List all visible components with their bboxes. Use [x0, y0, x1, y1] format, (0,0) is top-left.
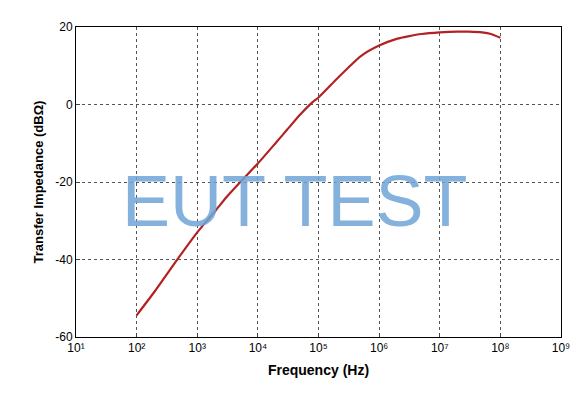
svg-text:0: 0: [66, 98, 73, 112]
svg-text:10⁵: 10⁵: [309, 341, 327, 355]
svg-text:10⁷: 10⁷: [431, 341, 449, 355]
svg-text:10⁶: 10⁶: [370, 341, 388, 355]
svg-text:10⁹: 10⁹: [552, 341, 571, 355]
svg-text:EUT TEST: EUT TEST: [122, 161, 467, 241]
svg-text:10³: 10³: [189, 341, 206, 355]
svg-text:10²: 10²: [128, 341, 145, 355]
svg-text:Transfer Impedance (dBΩ): Transfer Impedance (dBΩ): [31, 101, 46, 264]
svg-text:-40: -40: [55, 253, 73, 267]
svg-text:10⁴: 10⁴: [249, 341, 268, 355]
svg-text:10¹: 10¹: [67, 341, 84, 355]
svg-text:10⁸: 10⁸: [491, 341, 509, 355]
svg-text:-60: -60: [55, 330, 73, 344]
svg-text:Frequency (Hz): Frequency (Hz): [268, 362, 369, 378]
svg-text:-20: -20: [55, 175, 73, 189]
svg-text:20: 20: [59, 20, 73, 34]
